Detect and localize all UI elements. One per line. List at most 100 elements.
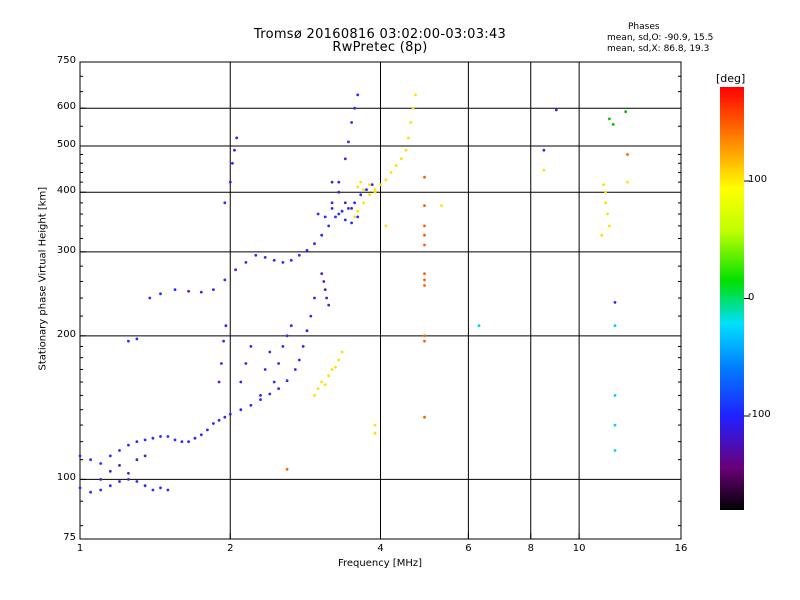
data-point bbox=[285, 379, 289, 383]
data-point bbox=[309, 314, 313, 318]
data-point bbox=[118, 449, 121, 452]
y-axis-ticks bbox=[80, 61, 681, 540]
y-tick-label: 600 bbox=[56, 101, 76, 113]
data-point bbox=[356, 93, 360, 97]
data-point bbox=[423, 224, 426, 228]
data-point bbox=[293, 368, 297, 371]
data-point bbox=[394, 164, 398, 167]
data-point bbox=[414, 93, 417, 97]
data-point bbox=[193, 436, 197, 440]
data-point bbox=[268, 350, 272, 354]
data-point bbox=[330, 201, 334, 205]
colorbar-ticks bbox=[744, 180, 750, 417]
data-point bbox=[359, 180, 363, 184]
data-point bbox=[320, 380, 324, 384]
data-point bbox=[356, 215, 360, 219]
data-point bbox=[135, 480, 139, 483]
data-point bbox=[327, 224, 331, 228]
data-point bbox=[600, 233, 604, 237]
data-point bbox=[313, 296, 316, 300]
data-point bbox=[239, 408, 243, 412]
data-point bbox=[330, 207, 334, 210]
data-point bbox=[126, 478, 130, 481]
data-point bbox=[322, 280, 326, 283]
data-point bbox=[316, 387, 320, 390]
data-point bbox=[423, 278, 426, 282]
data-point bbox=[350, 221, 353, 225]
data-point bbox=[423, 415, 426, 419]
data-point bbox=[365, 188, 368, 192]
data-point bbox=[368, 193, 371, 197]
x-tick-label: 6 bbox=[465, 543, 472, 554]
data-point bbox=[608, 117, 611, 121]
data-point bbox=[368, 183, 371, 187]
data-point bbox=[334, 365, 337, 369]
data-point bbox=[212, 422, 215, 425]
data-point bbox=[423, 233, 426, 237]
data-point bbox=[411, 106, 415, 110]
data-point bbox=[234, 268, 238, 272]
data-point bbox=[373, 431, 377, 435]
data-point bbox=[323, 383, 327, 386]
data-point bbox=[235, 136, 239, 140]
data-point bbox=[554, 108, 558, 112]
data-point bbox=[604, 190, 607, 194]
data-point bbox=[99, 488, 103, 492]
data-point bbox=[613, 324, 617, 328]
data-point bbox=[254, 253, 258, 257]
data-point bbox=[340, 209, 344, 213]
x-tick-label: 16 bbox=[674, 543, 688, 554]
data-point bbox=[159, 486, 162, 490]
data-point bbox=[350, 121, 353, 124]
y-tick-label: 400 bbox=[56, 185, 76, 197]
y-tick-label: 300 bbox=[56, 244, 76, 256]
data-point bbox=[99, 462, 103, 465]
data-point bbox=[173, 288, 177, 291]
data-point bbox=[212, 288, 215, 291]
data-point bbox=[423, 175, 426, 179]
phases-heading: Phases bbox=[628, 22, 660, 32]
data-point bbox=[353, 106, 356, 110]
data-point bbox=[151, 436, 155, 440]
data-point bbox=[223, 278, 227, 282]
data-point bbox=[222, 339, 226, 343]
data-point bbox=[337, 190, 341, 194]
data-point bbox=[316, 212, 320, 216]
data-point bbox=[135, 458, 139, 462]
data-point bbox=[263, 256, 267, 259]
data-point bbox=[108, 454, 112, 458]
data-point bbox=[389, 171, 393, 174]
data-point bbox=[407, 136, 410, 140]
x-tick-label: 1 bbox=[76, 543, 84, 554]
data-point bbox=[423, 243, 426, 247]
colorbar-tick-label: -100 bbox=[748, 409, 771, 420]
data-point bbox=[353, 215, 356, 219]
data-point bbox=[143, 438, 147, 442]
data-point bbox=[118, 464, 121, 467]
data-point bbox=[613, 423, 617, 427]
data-point bbox=[187, 440, 191, 443]
colorbar-tick-label: 0 bbox=[748, 291, 755, 303]
data-point bbox=[108, 469, 112, 473]
phases-o-stats: mean, sd,O: -90.9, 15.5 bbox=[607, 33, 714, 43]
data-point bbox=[334, 215, 337, 219]
data-point bbox=[399, 157, 403, 161]
data-point bbox=[542, 168, 546, 172]
data-point bbox=[440, 204, 443, 208]
data-point bbox=[330, 180, 334, 184]
data-point bbox=[143, 454, 147, 458]
chart-title: Tromsø 20160816 03:02:00-03:03:43 bbox=[253, 27, 507, 42]
data-point bbox=[423, 204, 426, 208]
data-point bbox=[272, 380, 276, 384]
data-point bbox=[343, 201, 347, 205]
data-point bbox=[604, 201, 607, 205]
data-point bbox=[285, 334, 289, 338]
data-point bbox=[404, 148, 408, 152]
data-point bbox=[135, 337, 139, 341]
data-point bbox=[199, 290, 203, 294]
phases-x-stats: mean, sd,X: 86.8, 19.3 bbox=[607, 44, 710, 54]
data-point bbox=[626, 180, 629, 184]
data-point bbox=[297, 358, 301, 362]
data-point bbox=[143, 484, 147, 488]
